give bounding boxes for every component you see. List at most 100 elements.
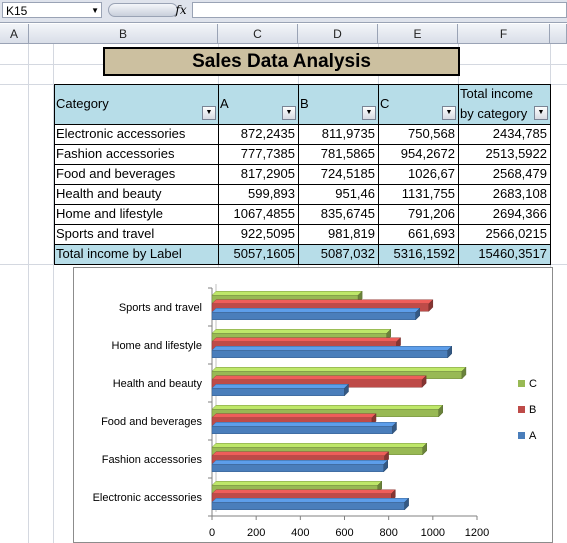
column-header-D[interactable]: D <box>298 24 378 44</box>
bar-chart[interactable]: Electronic accessories Fashion accessorie… <box>73 267 553 543</box>
table-cell-b[interactable]: 951,46 <box>335 186 375 201</box>
bar-top-A <box>211 460 389 465</box>
table-border-line <box>54 84 551 85</box>
total-row-a[interactable]: 5057,1605 <box>218 244 298 264</box>
table-border-line <box>218 84 219 265</box>
table-cell-b[interactable]: 835,6745 <box>320 206 375 221</box>
header-total-income[interactable]: Total income by category <box>458 84 550 124</box>
category-label: Health and beauty <box>113 378 203 390</box>
table-cell-b[interactable]: 781,5865 <box>320 146 375 161</box>
table-cell-a[interactable]: 872,2435 <box>240 126 295 141</box>
table-cell-c[interactable]: 791,206 <box>408 206 455 221</box>
table-border-line <box>378 84 379 265</box>
bar-A <box>211 388 345 396</box>
filter-dropdown-total-icon[interactable]: ▼ <box>534 106 548 120</box>
bar-end-C <box>438 404 443 418</box>
bar-top-B <box>211 451 390 456</box>
table-cell-b[interactable]: 811,9735 <box>321 126 375 141</box>
table-cell-category[interactable]: Fashion accessories <box>56 146 175 161</box>
column-header-C[interactable]: C <box>218 24 298 44</box>
table-cell-b[interactable]: 724,5185 <box>320 166 375 181</box>
grid-line <box>28 44 29 543</box>
column-header-F[interactable]: F <box>458 24 550 44</box>
filter-dropdown-c-icon[interactable]: ▼ <box>442 106 456 120</box>
legend-swatch-A <box>518 432 525 439</box>
x-tick-label: 400 <box>291 527 309 539</box>
bar-top-C <box>211 329 392 334</box>
bar-A <box>211 426 393 434</box>
bar-top-A <box>211 422 398 427</box>
bar-end-A <box>392 421 397 435</box>
bar-top-C <box>211 443 428 448</box>
table-cell-c[interactable]: 1026,67 <box>408 166 455 181</box>
column-header-B[interactable]: B <box>29 24 218 44</box>
header-category[interactable]: Category <box>54 84 218 124</box>
table-cell-total[interactable]: 2513,5922 <box>485 146 547 161</box>
table-cell-category[interactable]: Sports and travel <box>56 226 155 241</box>
table-cell-total[interactable]: 2694,366 <box>492 206 547 221</box>
legend-swatch-C <box>518 380 525 387</box>
header-total-label-line2: by category <box>460 106 528 121</box>
name-box-value: K15 <box>6 4 28 18</box>
category-label: Food and beverages <box>101 416 202 428</box>
table-cell-category[interactable]: Health and beauty <box>56 186 162 201</box>
table-cell-category[interactable]: Electronic accessories <box>56 126 186 141</box>
table-cell-category[interactable]: Food and beverages <box>56 166 176 181</box>
legend-label-A: A <box>529 430 537 442</box>
bar-top-B <box>211 375 427 380</box>
table-border-line <box>54 204 551 205</box>
table-cell-total[interactable]: 2568,479 <box>492 166 547 181</box>
table-cell-a[interactable]: 922,5095 <box>240 226 295 241</box>
bar-end-A <box>447 345 452 359</box>
table-cell-total[interactable]: 2683,108 <box>492 186 547 201</box>
column-header-E[interactable]: E <box>378 24 458 44</box>
bar-end-A <box>383 459 389 473</box>
total-row-c[interactable]: 5316,1592 <box>378 244 458 264</box>
column-header-A[interactable]: A <box>0 24 29 44</box>
legend-swatch-B <box>518 406 525 413</box>
table-cell-c[interactable]: 954,2672 <box>400 146 455 161</box>
table-cell-a[interactable]: 1067,4855 <box>233 206 295 221</box>
category-label: Home and lifestyle <box>112 340 203 352</box>
total-row-label[interactable]: Total income by Label <box>54 244 218 264</box>
table-cell-total[interactable]: 2566,0215 <box>485 226 547 241</box>
bar-top-C <box>211 291 363 296</box>
table-border-line <box>54 164 551 165</box>
insert-function-icon[interactable]: fx <box>175 3 187 17</box>
total-row-b[interactable]: 5087,032 <box>298 244 378 264</box>
table-cell-a[interactable]: 777,7385 <box>240 146 295 161</box>
table-cell-total[interactable]: 2434,785 <box>492 126 547 141</box>
filter-dropdown-b-icon[interactable]: ▼ <box>362 106 376 120</box>
table-border-line <box>54 184 551 185</box>
bar-top-A <box>211 308 421 313</box>
table-cell-a[interactable]: 817,2905 <box>240 166 295 181</box>
bar-top-C <box>211 405 444 410</box>
sheet-title: Sales Data Analysis <box>103 47 460 76</box>
table-border-line <box>298 84 299 265</box>
x-tick-label: 1000 <box>421 527 445 539</box>
formula-input[interactable] <box>192 2 567 18</box>
filter-dropdown-a-icon[interactable]: ▼ <box>282 106 296 120</box>
name-box-dropdown-icon[interactable]: ▼ <box>91 6 99 15</box>
bar-end-C <box>422 442 427 456</box>
bar-top-A <box>211 384 350 389</box>
bar-end-B <box>421 375 427 388</box>
table-cell-c[interactable]: 661,693 <box>408 226 455 241</box>
table-border-line <box>458 84 459 265</box>
table-cell-b[interactable]: 981,819 <box>328 226 375 241</box>
formula-bar-resize-handle[interactable] <box>108 3 178 17</box>
filter-dropdown-category-icon[interactable]: ▼ <box>202 106 216 120</box>
table-cell-c[interactable]: 750,568 <box>408 126 455 141</box>
table-cell-c[interactable]: 1131,755 <box>401 186 455 201</box>
formula-bar: K15 ▼ fx <box>0 0 567 23</box>
bar-top-B <box>211 413 377 418</box>
name-box[interactable]: K15 ▼ <box>2 2 102 18</box>
column-header-G[interactable] <box>550 24 567 44</box>
total-row-total[interactable]: 15460,3517 <box>458 244 550 264</box>
bar-A <box>211 312 416 320</box>
table-cell-a[interactable]: 599,893 <box>248 186 295 201</box>
table-border-line <box>54 124 551 125</box>
bar-end-A <box>404 497 409 511</box>
x-tick-label: 200 <box>247 527 265 539</box>
table-cell-category[interactable]: Home and lifestyle <box>56 206 163 221</box>
